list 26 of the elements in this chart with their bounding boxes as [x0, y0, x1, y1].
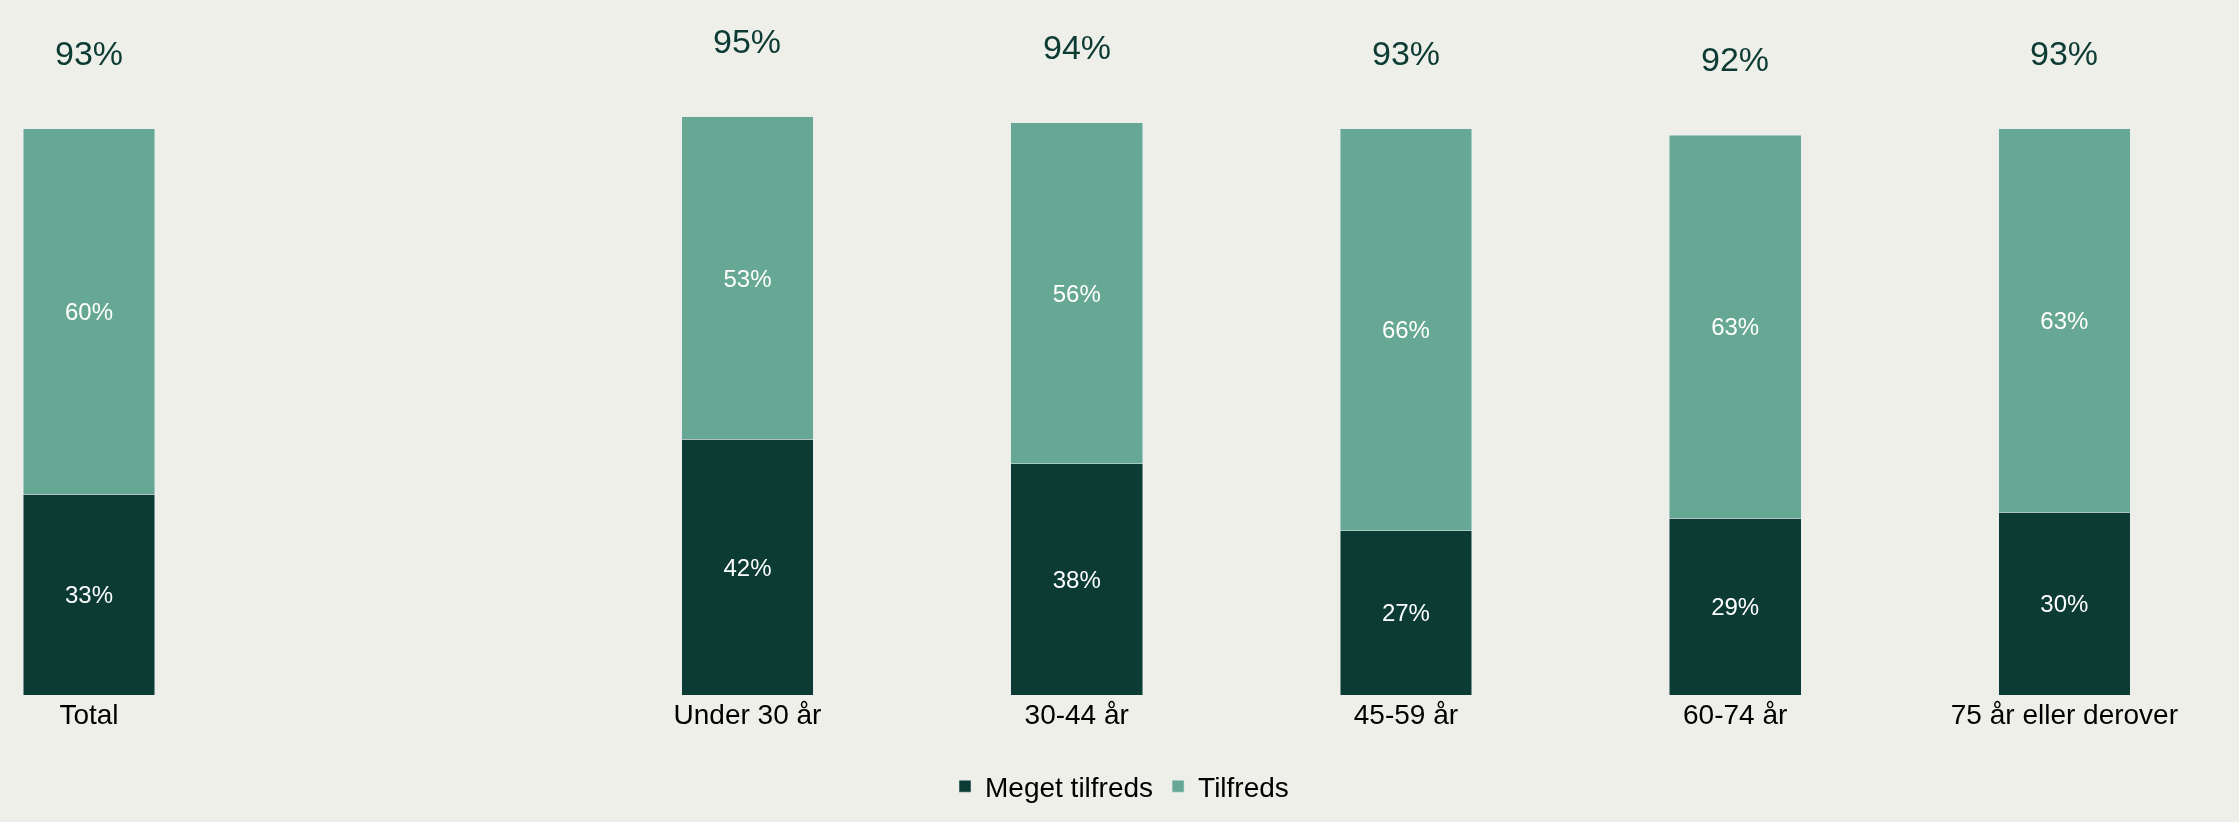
total-label: 95%: [713, 22, 782, 60]
total-label: 94%: [1043, 28, 1112, 66]
data-label: 29%: [1711, 593, 1760, 621]
data-label: 56%: [1052, 279, 1101, 307]
total-label: 93%: [1372, 34, 1441, 72]
total-label: 93%: [2030, 34, 2099, 72]
x-tick-label: 45-59 år: [1353, 699, 1459, 730]
data-label: 33%: [64, 581, 114, 609]
data-label: 53%: [723, 264, 772, 292]
x-tick-label: Total: [59, 699, 119, 730]
x-tick-label: 60-74 år: [1683, 699, 1788, 730]
legend-label: Meget tilfreds: [985, 772, 1154, 804]
data-label: 63%: [1711, 313, 1760, 341]
data-label: 66%: [1381, 316, 1430, 344]
data-label: 60%: [64, 298, 114, 326]
x-tick-label: 75 år eller derover: [1950, 699, 2179, 730]
x-tick-label: 30-44 år: [1024, 699, 1129, 730]
data-label: 63%: [2040, 307, 2089, 335]
legend-label: Tilfreds: [1198, 772, 1289, 804]
total-label: 93%: [55, 34, 124, 72]
data-label: 42%: [723, 553, 772, 581]
data-label: 38%: [1052, 565, 1101, 593]
x-tick-label: Under 30 år: [673, 699, 822, 730]
total-label: 92%: [1701, 40, 1770, 78]
data-label: 30%: [2040, 590, 2089, 618]
data-label: 27%: [1381, 599, 1430, 627]
